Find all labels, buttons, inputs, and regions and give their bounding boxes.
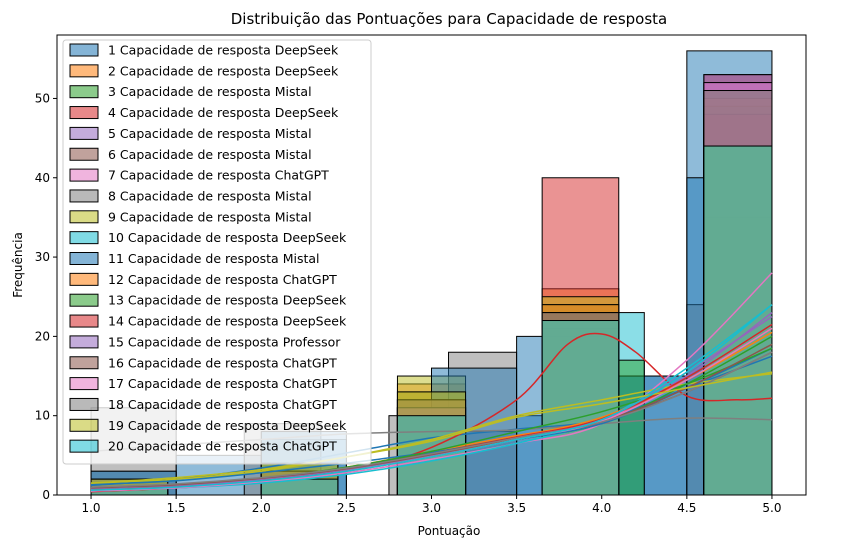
y-tick-label: 20 <box>35 329 50 343</box>
legend-swatch <box>69 85 99 99</box>
legend-label: 20 Capacidade de resposta ChatGPT <box>108 439 337 454</box>
kde-line <box>90 343 773 489</box>
plot-area <box>56 34 807 496</box>
histogram-bar <box>618 359 645 495</box>
x-axis: 1.0 1.5 2.0 2.5 3.0 3.5 4.0 4.5 5.0 <box>81 495 782 515</box>
x-tick-label: 2.0 <box>252 501 271 515</box>
x-tick-label: 1.5 <box>167 501 186 515</box>
y-tick-label: 30 <box>35 250 50 264</box>
legend-swatch <box>69 439 99 453</box>
legend-label: 15 Capacidade de resposta Professor <box>108 334 341 349</box>
legend-label: 17 Capacidade de resposta ChatGPT <box>108 376 337 391</box>
legend-swatch <box>69 377 99 391</box>
legend-label: 3 Capacidade de resposta Mistal <box>108 84 312 99</box>
x-tick-label: 5.0 <box>762 501 781 515</box>
chart-title: Distribuição das Pontuações para Capacid… <box>231 10 668 28</box>
legend-label: 9 Capacidade de resposta Mistal <box>108 209 312 224</box>
legend-label: 10 Capacidade de resposta DeepSeek <box>108 230 347 245</box>
legend-swatch <box>69 168 99 182</box>
legend-label: 18 Capacidade de resposta ChatGPT <box>108 397 337 412</box>
legend-box <box>62 39 372 465</box>
legend-label: 16 Capacidade de resposta ChatGPT <box>108 355 337 370</box>
y-axis: 0 10 20 30 40 50 <box>35 91 57 502</box>
legend-swatch <box>69 252 99 265</box>
legend-swatch <box>69 231 99 245</box>
legend-swatch <box>69 106 99 120</box>
y-axis-label: Frequência <box>11 232 25 298</box>
legend-label: 12 Capacidade de resposta ChatGPT <box>108 272 337 287</box>
legend-swatch <box>69 64 99 78</box>
y-tick-label: 10 <box>35 409 50 423</box>
x-tick-label: 1.0 <box>81 501 100 515</box>
legend-swatch <box>69 293 99 307</box>
legend-label: 11 Capacidade de resposta Mistal <box>108 251 320 266</box>
y-tick-label: 40 <box>35 171 50 185</box>
legend-label: 14 Capacidade de resposta DeepSeek <box>108 314 347 329</box>
legend-swatch <box>69 397 99 411</box>
x-tick-label: 3.5 <box>507 501 526 515</box>
legend-label: 8 Capacidade de resposta Mistal <box>108 188 312 203</box>
x-tick-label: 4.5 <box>677 501 696 515</box>
x-tick-label: 2.5 <box>337 501 356 515</box>
legend-swatch <box>69 272 99 286</box>
kde-line <box>90 351 773 488</box>
legend: 1 Capacidade de resposta DeepSeek 2 Capac… <box>62 39 372 465</box>
legend-swatch <box>69 210 99 224</box>
legend-label: 19 Capacidade de resposta DeepSeek <box>108 418 347 433</box>
y-tick-label: 50 <box>35 91 50 105</box>
legend-label: 6 Capacidade de resposta Mistal <box>108 147 312 162</box>
kde-line <box>90 355 773 487</box>
x-tick-label: 4.0 <box>592 501 611 515</box>
legend-swatch <box>69 147 99 161</box>
legend-swatch <box>69 189 99 203</box>
legend-swatch <box>69 418 99 432</box>
legend-swatch <box>69 43 99 57</box>
x-axis-label: Pontuação <box>418 524 481 538</box>
legend-label: 7 Capacidade de resposta ChatGPT <box>108 168 329 183</box>
legend-swatch <box>69 335 99 349</box>
legend-label: 4 Capacidade de resposta DeepSeek <box>108 105 339 120</box>
kde-line <box>90 371 773 484</box>
kde-line <box>90 304 773 491</box>
x-tick-label: 3.0 <box>422 501 441 515</box>
legend-swatch <box>69 126 99 140</box>
legend-label: 5 Capacidade de resposta Mistal <box>108 126 312 141</box>
legend-label: 1 Capacidade de resposta DeepSeek <box>108 43 339 58</box>
legend-swatch <box>69 356 99 370</box>
legend-label: 2 Capacidade de resposta DeepSeek <box>108 63 339 78</box>
legend-swatch <box>69 314 99 328</box>
histogram-bar <box>686 177 705 495</box>
legend-label: 13 Capacidade de resposta DeepSeek <box>108 293 347 308</box>
y-tick-label: 0 <box>42 488 50 502</box>
